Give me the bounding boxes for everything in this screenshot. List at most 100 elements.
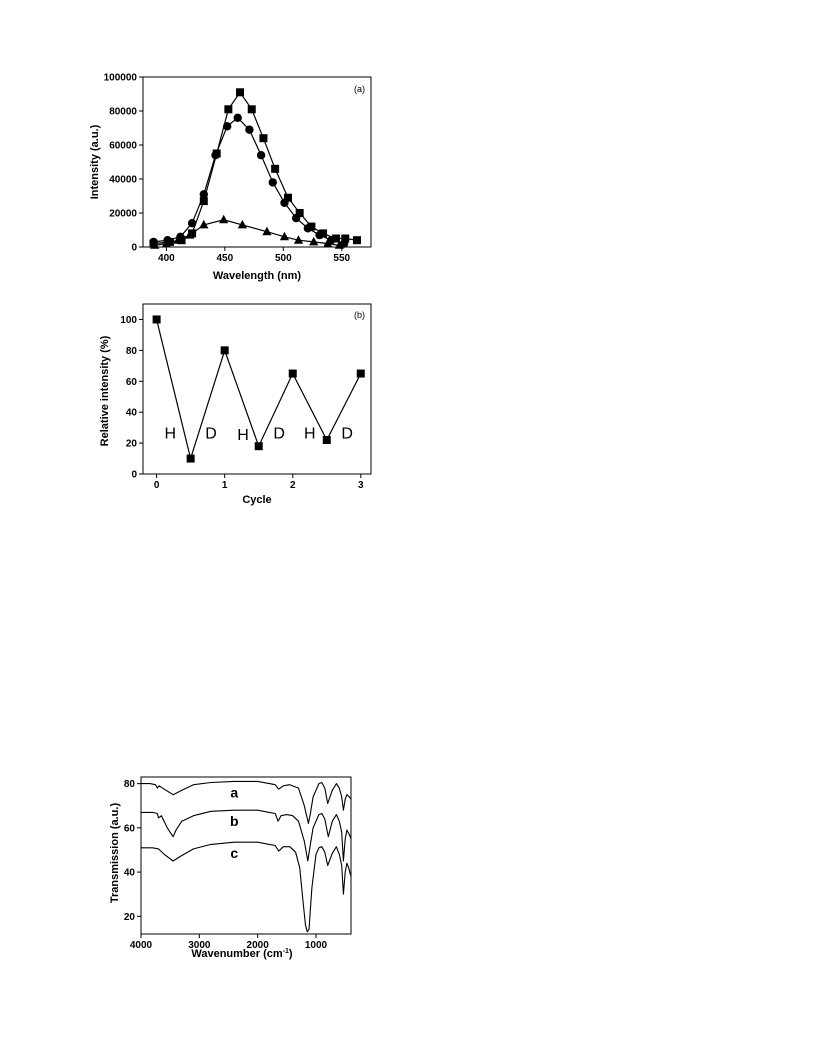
x-tick-label: 450: [217, 253, 234, 264]
annotation-label: H: [304, 425, 316, 442]
y-tick-label: 100000: [104, 73, 138, 84]
y-tick-label: 60000: [109, 141, 137, 152]
square-marker: [224, 105, 233, 114]
circle-marker: [280, 198, 289, 207]
circle-marker: [256, 151, 266, 160]
cycling-chart: (b) 0 20 40 60 80 100 0 1 2 3 H D H D H D Cycle Relat…: [99, 303, 372, 506]
y-tick-label: 20: [124, 912, 136, 923]
annotation-label: H: [164, 425, 176, 442]
chart-c-x-axis-label: Wavenumber (cm-1): [191, 948, 293, 960]
series-a: a: [141, 780, 352, 824]
square-marker: [295, 209, 304, 217]
annotation-label: D: [205, 425, 217, 442]
x-tick-label: 1000: [305, 940, 328, 951]
series-label: c: [230, 845, 238, 861]
chart-c-x-axis-label-sup: -1: [283, 948, 289, 955]
annotation-label: D: [341, 425, 353, 442]
series-label: a: [230, 784, 238, 800]
chart-c-x-axis-label-main: Wavenumber (cm: [191, 948, 283, 960]
y-tick-label: 80000: [109, 107, 137, 118]
spectrum-line: [141, 841, 352, 933]
series-line: [153, 91, 358, 245]
square-marker: [152, 315, 161, 324]
square-marker: [236, 88, 245, 97]
circle-marker: [245, 125, 254, 134]
circle-marker: [303, 224, 313, 233]
circle-marker: [291, 213, 301, 223]
chart-c-x-axis: 4000 3000 2000 1000: [130, 934, 328, 951]
square-marker: [271, 164, 280, 173]
circle-marker: [211, 151, 220, 160]
y-tick-label: 20: [126, 439, 138, 450]
chart-c-x-axis-label-tail: ): [289, 948, 293, 960]
circle-marker: [268, 178, 277, 187]
chart-b-frame: [142, 303, 372, 475]
y-tick-label: 80: [126, 346, 138, 357]
annotation-label: D: [273, 425, 285, 442]
triangle-marker: [219, 214, 229, 224]
x-tick-label: 400: [158, 253, 175, 264]
triangle-marker: [161, 238, 171, 248]
triangle-marker: [150, 240, 160, 249]
series-square: [149, 88, 361, 248]
square-marker: [352, 236, 361, 245]
chart-b-x-axis-label: Cycle: [242, 494, 271, 506]
x-tick-label: 2: [290, 480, 296, 491]
spectrum-line: [141, 780, 352, 824]
y-tick-label: 0: [131, 243, 137, 254]
spectrum-line: [141, 809, 352, 862]
chart-c-y-axis: 20 40 60 80: [124, 779, 141, 923]
square-marker: [322, 436, 331, 444]
circle-marker: [222, 122, 232, 131]
x-tick-label: 500: [275, 253, 292, 264]
circle-marker: [199, 190, 208, 199]
y-tick-label: 60: [124, 823, 136, 834]
chart-a-frame: [142, 76, 372, 248]
y-tick-label: 40000: [109, 175, 137, 186]
chart-b-y-axis-label: Relative intensity (%): [99, 335, 111, 446]
triangle-marker: [173, 235, 183, 244]
chart-a-y-axis: 0 20000 40000 60000 80000 100000: [104, 73, 143, 254]
x-tick-label: 3000: [188, 940, 211, 951]
y-tick-label: 60: [126, 377, 138, 388]
chart-a-y-axis-label: Intensity (a.u.): [89, 124, 101, 199]
chart-b-panel-label: (b): [354, 310, 365, 320]
ftir-chart: 20 40 60 80 4000 3000 2000 1000 abc Wavenumber…: [109, 776, 352, 960]
x-tick-label: 0: [154, 480, 160, 491]
circle-marker: [187, 219, 197, 228]
x-tick-label: 1: [222, 480, 228, 491]
triangle-marker: [323, 238, 333, 248]
chart-a-panel-label: (a): [354, 84, 365, 94]
chart-a-x-axis-label: Wavelength (nm): [213, 270, 302, 282]
square-marker: [259, 134, 268, 143]
series-circle: [149, 113, 349, 248]
y-tick-label: 40: [126, 408, 138, 419]
chart-a-x-axis: 400 450 500 550: [158, 247, 351, 264]
square-marker: [341, 234, 350, 243]
chart-b-x-axis: 0 1 2 3: [154, 474, 364, 491]
square-marker: [247, 105, 256, 114]
chart-b-y-axis: 0 20 40 60 80 100: [120, 315, 143, 481]
y-tick-label: 20000: [109, 209, 137, 220]
series-line: [153, 116, 345, 245]
triangle-marker: [293, 235, 304, 244]
square-marker: [186, 454, 195, 463]
chart-a-series: [149, 88, 361, 249]
circle-marker: [233, 113, 242, 123]
triangle-marker: [185, 230, 195, 239]
y-tick-label: 100: [120, 315, 137, 326]
x-tick-label: 3: [358, 480, 364, 491]
x-tick-label: 4000: [130, 940, 153, 951]
chart-c-series: abc: [141, 780, 352, 933]
chart-c-frame: [140, 776, 352, 935]
square-marker: [288, 369, 297, 378]
square-marker: [199, 197, 208, 206]
square-marker: [283, 193, 292, 202]
y-tick-label: 0: [131, 470, 137, 481]
circle-marker: [315, 230, 324, 240]
series-triangle: [150, 214, 345, 249]
triangle-marker: [262, 226, 272, 236]
series-b: b: [141, 809, 352, 862]
